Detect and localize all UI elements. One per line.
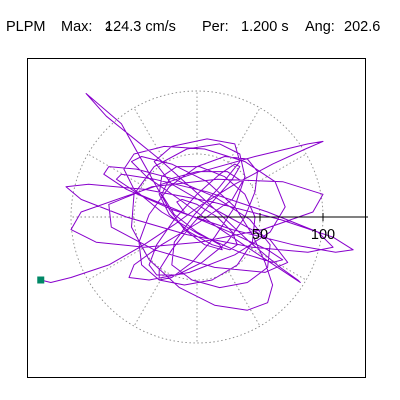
polar-spoke-120 — [133, 107, 166, 163]
tick-label-100: 100 — [311, 227, 335, 243]
polar-spoke-30 — [251, 153, 307, 186]
polar-spoke-300 — [228, 271, 261, 327]
max-label: Max: — [61, 19, 93, 35]
station-code: PLPM — [6, 19, 46, 35]
angle-value: 202.6 — [344, 19, 381, 35]
angle-label: Ang: — [305, 19, 335, 35]
polar-spoke-60 — [228, 107, 261, 163]
max-value-text: 124.3 cm/s — [105, 19, 176, 35]
start-marker — [37, 276, 45, 284]
motion-trace — [40, 93, 354, 311]
max-unit-exponent: 2 — [105, 21, 112, 33]
tick-label-50: 50 — [252, 227, 268, 243]
plot-header: PLPM Max: 124.3 cm/s 2 Per: 1.200 s Ang: … — [0, 14, 400, 40]
period-value: 1.200 s — [241, 19, 289, 35]
period-label: Per: — [202, 19, 229, 35]
polar-spoke-150 — [87, 153, 143, 186]
polar-spoke-330 — [251, 248, 307, 281]
polar-spoke-210 — [87, 248, 143, 281]
polar-spoke-240 — [133, 271, 166, 327]
